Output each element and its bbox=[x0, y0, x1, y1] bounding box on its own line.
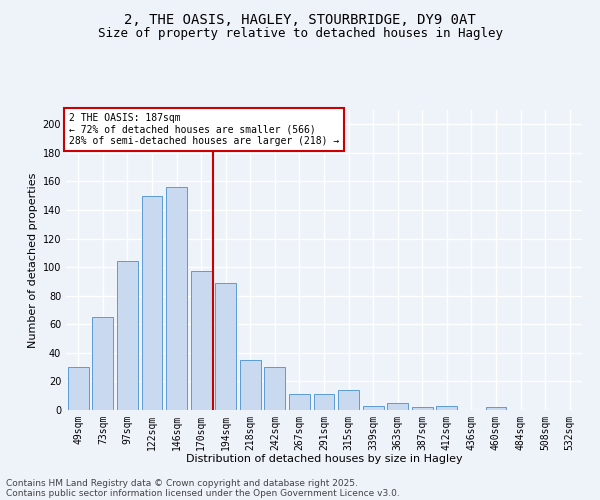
Bar bbox=[436, 406, 457, 410]
Bar bbox=[166, 187, 187, 410]
Y-axis label: Number of detached properties: Number of detached properties bbox=[28, 172, 38, 348]
Bar bbox=[289, 394, 310, 410]
Bar bbox=[142, 196, 163, 410]
Text: 2, THE OASIS, HAGLEY, STOURBRIDGE, DY9 0AT: 2, THE OASIS, HAGLEY, STOURBRIDGE, DY9 0… bbox=[124, 12, 476, 26]
Bar bbox=[191, 272, 212, 410]
Bar bbox=[362, 406, 383, 410]
Bar bbox=[68, 367, 89, 410]
Text: 2 THE OASIS: 187sqm
← 72% of detached houses are smaller (566)
28% of semi-detac: 2 THE OASIS: 187sqm ← 72% of detached ho… bbox=[68, 113, 339, 146]
Bar bbox=[117, 262, 138, 410]
Text: Contains public sector information licensed under the Open Government Licence v3: Contains public sector information licen… bbox=[6, 488, 400, 498]
Bar bbox=[387, 403, 408, 410]
Text: Size of property relative to detached houses in Hagley: Size of property relative to detached ho… bbox=[97, 28, 503, 40]
Bar bbox=[265, 367, 286, 410]
Bar bbox=[485, 407, 506, 410]
X-axis label: Distribution of detached houses by size in Hagley: Distribution of detached houses by size … bbox=[185, 454, 463, 464]
Bar bbox=[240, 360, 261, 410]
Bar bbox=[314, 394, 334, 410]
Bar bbox=[92, 317, 113, 410]
Bar bbox=[412, 407, 433, 410]
Bar bbox=[338, 390, 359, 410]
Bar bbox=[215, 283, 236, 410]
Text: Contains HM Land Registry data © Crown copyright and database right 2025.: Contains HM Land Registry data © Crown c… bbox=[6, 478, 358, 488]
